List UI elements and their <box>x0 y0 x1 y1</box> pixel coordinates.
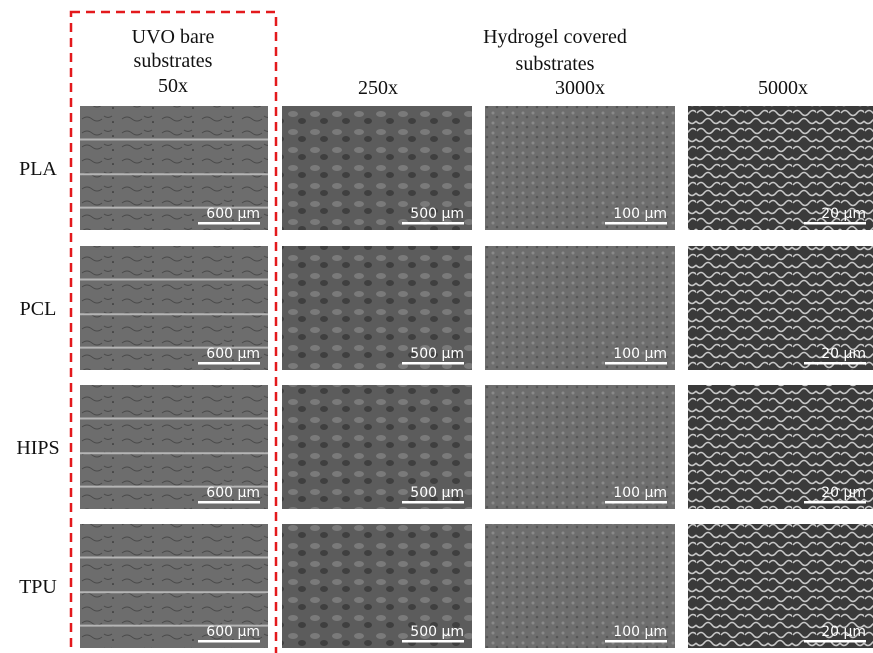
scale-bar <box>804 501 866 504</box>
scale-bar <box>605 640 667 643</box>
scale-bar <box>198 640 260 643</box>
scale-bar-label: 100 µm <box>613 624 667 640</box>
scale-bar <box>198 362 260 365</box>
scale-bar-label: 100 µm <box>613 206 667 222</box>
magnification: 250x <box>358 77 398 99</box>
row-label: PLA <box>19 158 57 180</box>
header-line: substrates <box>134 50 213 72</box>
scale-bar-label: 500 µm <box>410 485 464 501</box>
scale-bar-label: 100 µm <box>613 346 667 362</box>
row-label: TPU <box>19 576 57 598</box>
scale-bar-label: 20 µm <box>821 206 866 222</box>
scale-bar <box>605 501 667 504</box>
scale-bar <box>804 222 866 225</box>
row-label: PCL <box>20 298 57 320</box>
scale-bar-label: 500 µm <box>410 206 464 222</box>
scale-bar-label: 20 µm <box>821 485 866 501</box>
scale-bar <box>605 362 667 365</box>
header-line: UVO bare <box>132 26 215 48</box>
figure: UVO bare substrates 50x Hydrogel covered… <box>0 0 873 653</box>
scale-bar <box>198 501 260 504</box>
scale-bar <box>804 362 866 365</box>
scale-bar <box>402 362 464 365</box>
magnification: 5000x <box>758 77 808 99</box>
scale-bar-label: 600 µm <box>206 346 260 362</box>
scale-bar <box>402 222 464 225</box>
scale-bar <box>198 222 260 225</box>
row-label: HIPS <box>16 437 59 459</box>
scale-bar <box>605 222 667 225</box>
scale-bar <box>402 640 464 643</box>
scale-bar-label: 600 µm <box>206 485 260 501</box>
header-line: substrates <box>516 53 595 75</box>
scale-bar-label: 600 µm <box>206 624 260 640</box>
scale-bar-label: 500 µm <box>410 624 464 640</box>
scale-bar <box>402 501 464 504</box>
magnification: 3000x <box>555 77 605 99</box>
header-line: Hydrogel covered <box>483 26 627 48</box>
magnification: 50x <box>158 75 188 97</box>
scale-bar-label: 500 µm <box>410 346 464 362</box>
scale-bar-label: 20 µm <box>821 624 866 640</box>
scale-bar-label: 100 µm <box>613 485 667 501</box>
scale-bar-label: 600 µm <box>206 206 260 222</box>
scale-bar-label: 20 µm <box>821 346 866 362</box>
scale-bar <box>804 640 866 643</box>
